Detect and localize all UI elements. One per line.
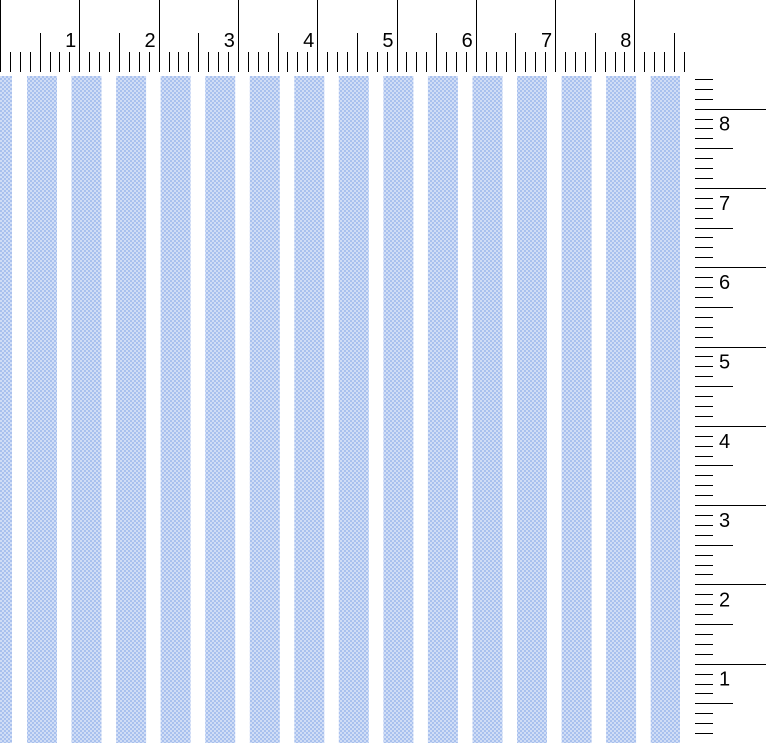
- right-ruler-label: 8: [719, 114, 730, 136]
- stripe: [71, 76, 102, 743]
- top-ruler-label: 5: [382, 30, 393, 52]
- right-ruler-label: 2: [719, 589, 730, 611]
- top-ruler: 1 2 3 4 5 6 7 8: [0, 0, 685, 72]
- stripe: [0, 76, 12, 743]
- stripe: [561, 76, 592, 743]
- stripe: [427, 76, 458, 743]
- top-ruler-label: 2: [144, 30, 155, 52]
- stripe: [606, 76, 637, 743]
- stripe: [116, 76, 147, 743]
- right-ruler: 1 2 3 4 5 6 7 8: [695, 79, 766, 734]
- stripe: [27, 76, 57, 743]
- right-ruler-label: 5: [719, 352, 730, 374]
- stripe: [472, 76, 503, 743]
- right-ruler-label: 6: [719, 272, 730, 294]
- top-ruler-label: 3: [224, 30, 235, 52]
- top-ruler-label: 7: [541, 30, 552, 52]
- stripe: [160, 76, 191, 743]
- stripe: [338, 76, 369, 743]
- right-ruler-label: 1: [719, 669, 730, 691]
- top-ruler-label: 8: [620, 30, 631, 52]
- right-ruler-label: 4: [719, 431, 730, 453]
- right-ruler-label: 7: [719, 193, 730, 215]
- stripe: [294, 76, 325, 743]
- stripe: [650, 76, 680, 743]
- stripe: [249, 76, 280, 743]
- stripe: [383, 76, 414, 743]
- fabric-stripes: [0, 76, 680, 743]
- top-ruler-label: 1: [65, 30, 76, 52]
- stripe: [205, 76, 236, 743]
- top-ruler-label: 6: [462, 30, 473, 52]
- right-ruler-label: 3: [719, 510, 730, 532]
- stripe: [517, 76, 547, 743]
- top-ruler-label: 4: [303, 30, 314, 52]
